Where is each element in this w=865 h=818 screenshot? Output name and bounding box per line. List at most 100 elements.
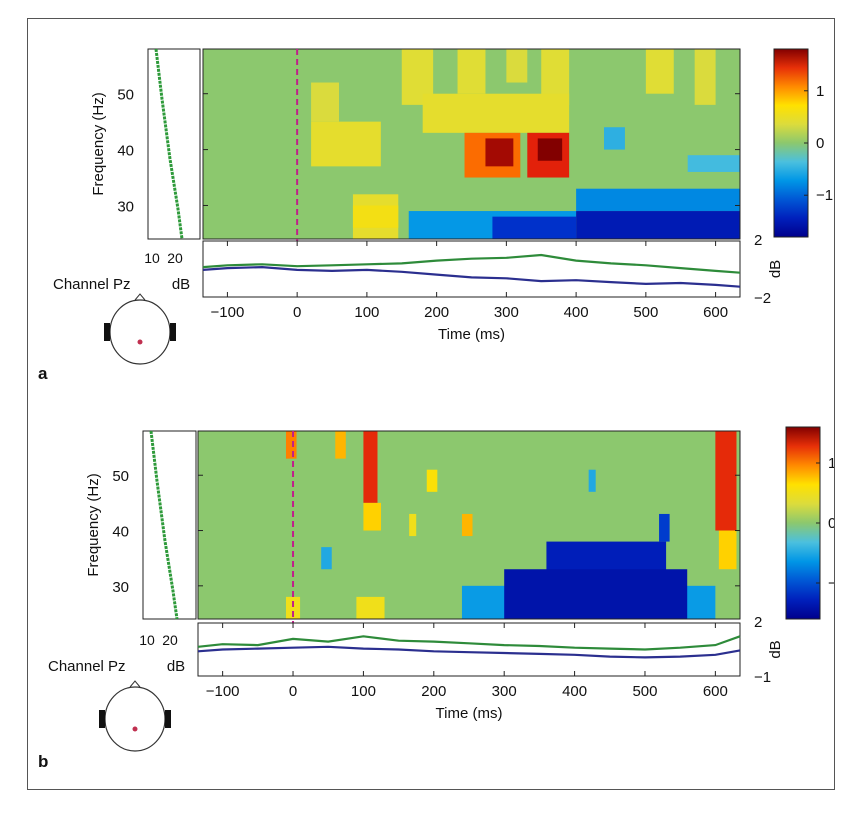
heatmap-cell — [457, 49, 486, 94]
heatmap-cell — [715, 431, 737, 531]
colorbar-tick-label: −1 — [816, 187, 833, 204]
colorbar — [773, 48, 809, 238]
heatmap-cell — [504, 569, 688, 619]
head-outline — [104, 686, 166, 752]
erp-tick-label: −2 — [754, 290, 771, 307]
head-icon — [99, 680, 171, 752]
spectrum-line — [154, 48, 184, 240]
spectrum-tick-label: 10 — [144, 250, 160, 266]
heatmap-cell — [506, 49, 528, 83]
colorbar-tick-label: 0 — [816, 135, 824, 152]
y-tick-label: 50 — [112, 468, 129, 485]
heatmap-border — [202, 48, 741, 240]
y-tick-label: 30 — [117, 198, 134, 215]
y-axis-label: Frequency (Hz) — [90, 92, 107, 195]
heatmap-cell — [409, 513, 417, 537]
heatmap-cell — [285, 596, 301, 619]
y-tick-label: 30 — [112, 579, 129, 596]
heatmap-cell — [485, 138, 514, 167]
heatmap-cell — [426, 469, 438, 492]
x-tick-label: 100 — [354, 304, 379, 321]
erp-series-line — [202, 265, 741, 288]
x-axis-label: Time (ms) — [436, 705, 503, 722]
heatmap-cell — [492, 216, 577, 239]
x-tick-label: 0 — [293, 304, 301, 321]
erp-axis-label: dB — [767, 260, 784, 278]
x-axis-label: Time (ms) — [438, 326, 505, 343]
colorbar — [785, 426, 821, 620]
figure-frame: 30 40 50 Frequency (Hz) 10 20 Channel Pz dB 2 −2 d… — [27, 18, 835, 790]
heatmap-cell — [645, 49, 674, 94]
erp-axis-label: dB — [767, 640, 784, 658]
head-icon — [104, 293, 176, 365]
heatmap-cell — [352, 205, 399, 228]
spectrum-unit-label: dB — [167, 658, 185, 675]
head-left-ear — [104, 323, 110, 341]
heatmap-border — [197, 430, 741, 620]
erp-series-line — [202, 253, 741, 274]
spectrum-tick-label: 20 — [167, 250, 183, 266]
y-tick-label: 40 — [117, 143, 134, 160]
heatmap-cell — [687, 155, 740, 172]
channel-label: Channel Pz — [53, 276, 131, 293]
panel-a: 30 40 50 Frequency (Hz) 10 20 Channel Pz dB 2 −2 d… — [38, 48, 833, 383]
heatmap-cell — [659, 513, 670, 542]
head-nose — [134, 293, 146, 301]
heatmap-cell — [285, 431, 297, 459]
colorbar-tick-label: −1 — [828, 575, 834, 592]
x-tick-label: 200 — [421, 683, 446, 700]
colorbar-tick-label: 0 — [828, 515, 834, 532]
spectrum-unit-label: dB — [172, 276, 190, 293]
y-tick-label: 40 — [112, 524, 129, 541]
heatmap-cell — [576, 188, 740, 212]
head-nose — [129, 680, 141, 688]
spectrum-line — [149, 430, 179, 620]
heatmap-cell — [422, 93, 570, 133]
x-tick-label: −100 — [206, 683, 240, 700]
x-tick-label: 0 — [289, 683, 297, 700]
x-tick-label: 300 — [494, 304, 519, 321]
panel-letter: b — [38, 752, 48, 771]
heatmap-cell — [588, 469, 596, 492]
x-tick-label: 200 — [424, 304, 449, 321]
electrode-marker — [137, 339, 143, 345]
x-tick-label: 300 — [492, 683, 517, 700]
x-tick-label: 100 — [351, 683, 376, 700]
x-tick-label: 600 — [703, 304, 728, 321]
heatmap-cell — [718, 530, 737, 570]
spectrum-panel — [142, 430, 197, 620]
heatmap-cell — [363, 431, 378, 503]
spectrum-tick-label: 10 — [139, 632, 155, 648]
heatmap-cell — [461, 513, 473, 537]
erp-tick-label: 2 — [754, 232, 762, 249]
heatmap-cell — [335, 431, 346, 459]
x-tick-label: 400 — [562, 683, 587, 700]
erp-series-line — [197, 635, 741, 651]
heatmap-cell — [356, 596, 385, 619]
channel-label: Channel Pz — [48, 658, 126, 675]
figure-canvas: 30 40 50 Frequency (Hz) 10 20 Channel Pz dB 2 −2 d… — [38, 48, 834, 771]
x-tick-label: 500 — [632, 683, 657, 700]
panel-letter: a — [38, 364, 48, 383]
heatmap — [203, 49, 740, 239]
spectrum-tick-label: 20 — [162, 632, 178, 648]
x-tick-label: 400 — [564, 304, 589, 321]
spectrum-panel — [147, 48, 201, 240]
head-right-ear — [165, 710, 171, 728]
y-tick-label: 50 — [117, 87, 134, 104]
erp-tick-label: −1 — [754, 669, 771, 686]
heatmap-cell — [537, 138, 563, 161]
head-outline — [109, 299, 171, 365]
x-tick-label: 600 — [703, 683, 728, 700]
heatmap-cell — [694, 49, 716, 105]
erp-series-line — [197, 645, 741, 659]
electrode-marker — [132, 726, 138, 732]
heatmap-cell — [321, 547, 332, 570]
heatmap-cell — [311, 121, 381, 167]
y-axis-label: Frequency (Hz) — [85, 473, 102, 576]
heatmap-cell — [576, 211, 740, 239]
head-left-ear — [99, 710, 105, 728]
heatmap-cell — [311, 82, 339, 122]
heatmap-cell — [363, 502, 382, 531]
